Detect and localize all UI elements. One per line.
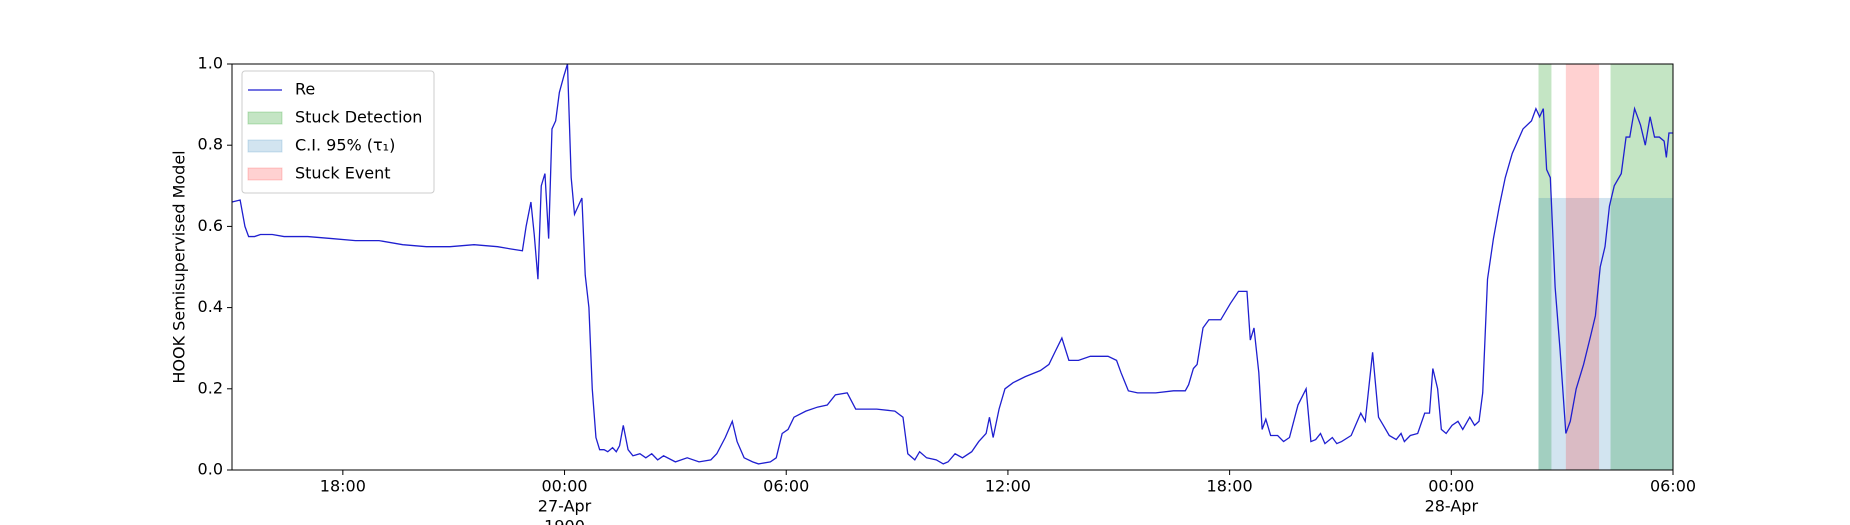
legend-label: C.I. 95% (τ₁) — [295, 136, 395, 155]
y-tick-label: 1.0 — [198, 54, 223, 73]
data-line — [231, 63, 1673, 465]
x-tick-label: 18:00 — [320, 477, 366, 496]
x-tick-label: 18:00 — [1207, 477, 1253, 496]
x-tick-sublabel: 27-Apr — [538, 497, 592, 516]
legend-box — [241, 70, 435, 194]
y-tick-label: 0.4 — [198, 297, 223, 316]
x-tick-label: 00:00 — [541, 477, 587, 496]
legend-label: Re — [295, 80, 315, 99]
plot-frame — [231, 63, 1674, 471]
legend-label: Stuck Detection — [295, 108, 422, 127]
shaded-region — [1538, 64, 1552, 470]
y-axis-label: HOOK Semisupervised Model — [170, 150, 189, 383]
x-tick-sublabel: 28-Apr — [1425, 497, 1479, 516]
x-tick-label: 06:00 — [1650, 477, 1696, 496]
legend-patch — [247, 167, 283, 181]
y-tick-label: 0.6 — [198, 216, 223, 235]
x-tick-label: 06:00 — [763, 477, 809, 496]
legend-patch — [247, 139, 283, 153]
y-tick-label: 0.2 — [198, 378, 223, 397]
legend-patch — [247, 111, 283, 125]
x-tick-sublabel: 1900 — [544, 517, 585, 525]
x-tick-label: 12:00 — [985, 477, 1031, 496]
shaded-region — [1565, 64, 1600, 470]
legend-label: Stuck Event — [295, 164, 391, 183]
y-tick-label: 0.8 — [198, 135, 223, 154]
x-tick-label: 00:00 — [1428, 477, 1474, 496]
y-tick-label: 0.0 — [198, 460, 223, 479]
